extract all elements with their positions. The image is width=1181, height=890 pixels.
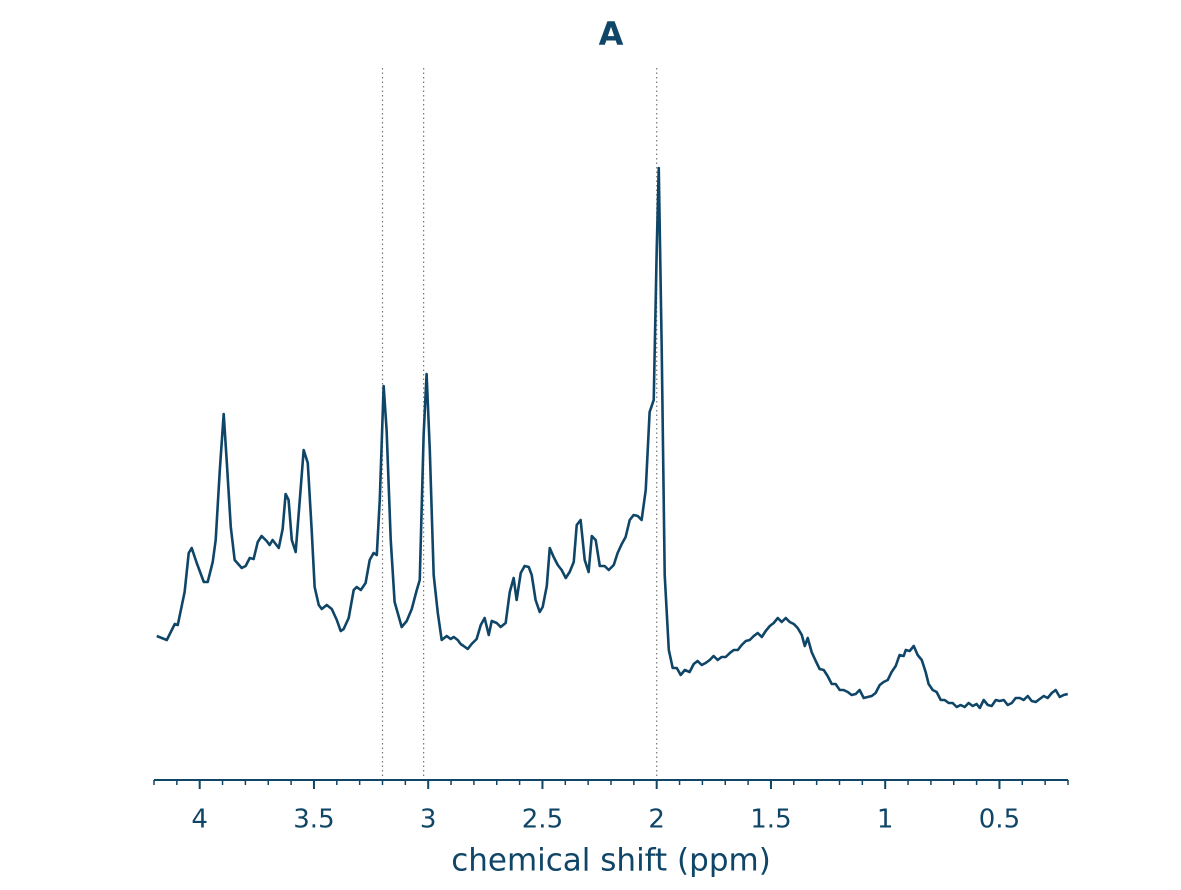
- x-tick-label: 3: [420, 805, 437, 835]
- x-tick-label: 3.5: [293, 805, 334, 835]
- x-tick-label: 0.5: [979, 805, 1020, 835]
- x-tick-label: 1: [877, 805, 894, 835]
- x-tick-label: 4: [191, 805, 208, 835]
- x-tick-label: 1.5: [750, 805, 791, 835]
- x-tick-label: 2: [648, 805, 665, 835]
- x-tick-label: 2.5: [522, 805, 563, 835]
- spectrum-line: [156, 166, 1069, 710]
- chart-title: A: [599, 15, 624, 53]
- x-axis-label: chemical shift (ppm): [451, 843, 771, 879]
